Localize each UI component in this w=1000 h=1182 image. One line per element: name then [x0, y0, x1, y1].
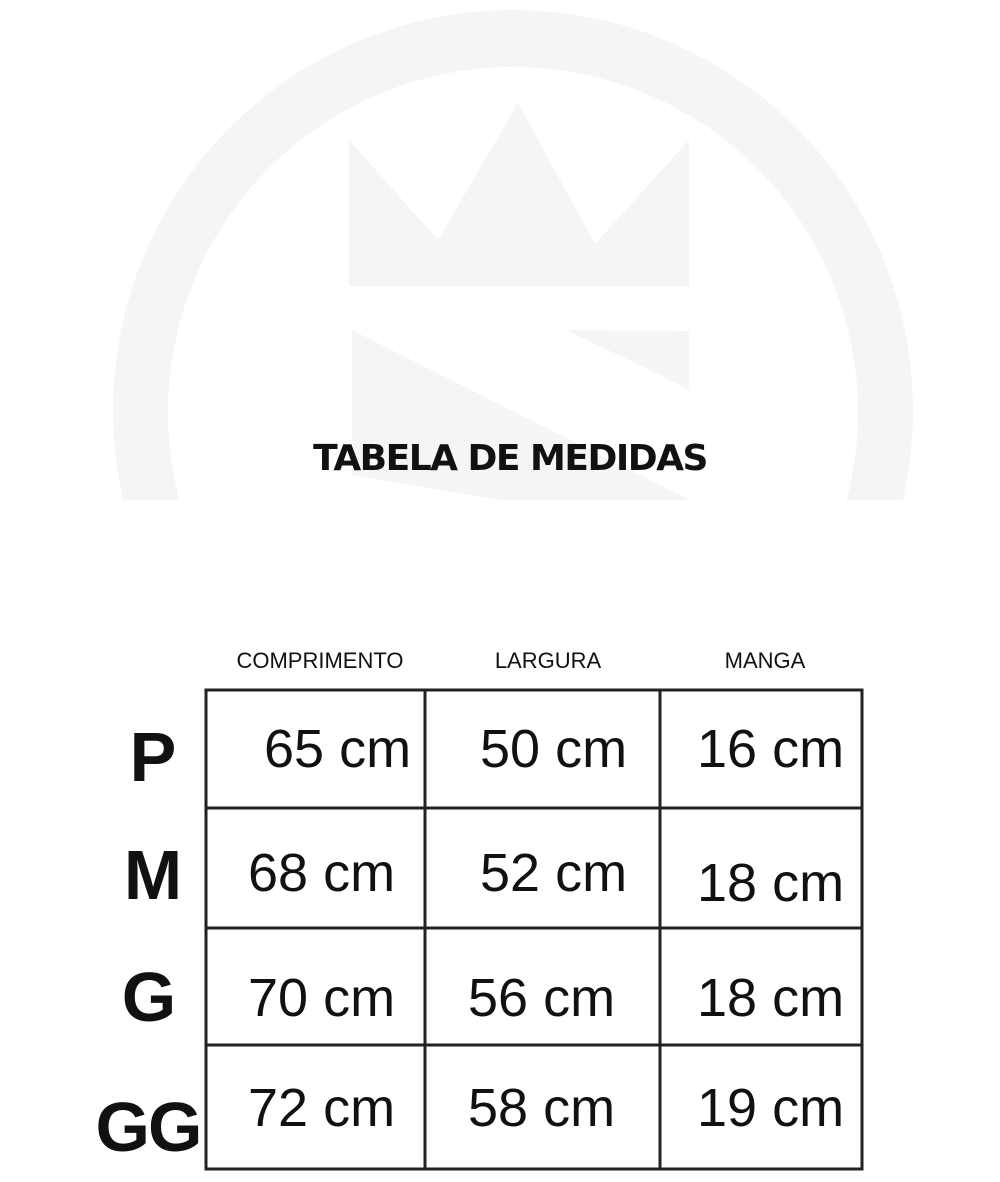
cell-m-manga: 18 cm [697, 853, 845, 913]
size-label-p: P [129, 718, 177, 796]
size-label-gg: GG [95, 1088, 203, 1166]
cell-gg-largura: 58 cm [468, 1078, 616, 1138]
crown-logo-watermark [113, 10, 913, 500]
cell-g-comprimento: 70 cm [248, 968, 396, 1028]
column-header-manga: MANGA [724, 648, 806, 673]
cell-p-comprimento: 65 cm [264, 719, 412, 779]
size-label-g: G [121, 958, 176, 1036]
cell-gg-comprimento: 72 cm [248, 1078, 396, 1138]
size-label-m: M [123, 836, 182, 914]
cell-m-largura: 52 cm [480, 843, 628, 903]
column-header-largura: LARGURA [494, 648, 602, 673]
cell-p-manga: 16 cm [697, 719, 845, 779]
page-title: TABELA DE MEDIDAS [313, 438, 708, 479]
cell-p-largura: 50 cm [480, 719, 628, 779]
column-header-comprimento: COMPRIMENTO [236, 648, 404, 673]
cell-g-manga: 18 cm [697, 968, 845, 1028]
cell-gg-manga: 19 cm [697, 1078, 845, 1138]
cell-m-comprimento: 68 cm [248, 843, 396, 903]
cell-g-largura: 56 cm [468, 968, 616, 1028]
